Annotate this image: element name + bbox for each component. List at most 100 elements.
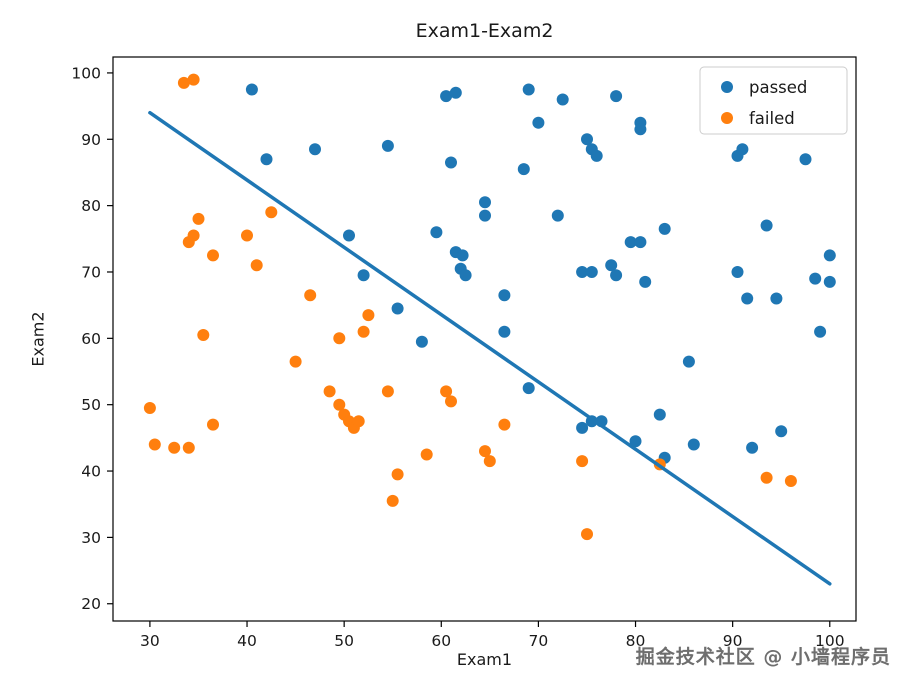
x-tick-label: 100: [815, 632, 845, 650]
data-point: [323, 385, 336, 398]
data-point: [304, 289, 317, 302]
y-axis-label: Exam2: [28, 311, 48, 367]
data-point: [634, 236, 647, 249]
data-point: [610, 90, 623, 103]
data-point: [168, 441, 181, 454]
data-point: [265, 206, 278, 219]
data-point: [197, 329, 210, 341]
x-tick-label: 50: [334, 632, 354, 650]
data-point: [391, 302, 404, 315]
data-point: [823, 249, 836, 262]
data-point: [731, 266, 744, 278]
data-point: [610, 269, 623, 282]
y-tick-label: 50: [81, 396, 101, 414]
data-point: [799, 153, 812, 166]
data-point: [289, 355, 302, 368]
data-point: [386, 494, 399, 507]
data-point: [576, 421, 589, 434]
watermark: 掘金技术社区 @ 小墙程序员: [635, 646, 891, 668]
data-point: [590, 149, 603, 162]
legend: passed failed: [699, 66, 848, 135]
data-point: [440, 385, 453, 398]
legend-marker-passed: [721, 81, 733, 93]
data-point: [357, 325, 370, 338]
data-point: [639, 275, 652, 288]
y-tick-label: 90: [81, 131, 101, 149]
data-point: [182, 441, 195, 454]
y-tick-label: 80: [81, 197, 101, 215]
scatter-passed: [245, 83, 836, 464]
data-point: [498, 418, 511, 431]
x-tick-label: 40: [237, 632, 257, 650]
data-point: [585, 266, 598, 278]
data-point: [207, 418, 219, 431]
data-point: [682, 355, 695, 368]
data-point: [687, 438, 700, 451]
data-point: [581, 133, 593, 146]
y-tick-label: 40: [81, 463, 101, 481]
data-point: [420, 448, 433, 461]
data-point: [357, 269, 370, 282]
data-point: [624, 236, 637, 249]
data-point: [177, 76, 190, 89]
data-point: [333, 332, 346, 345]
data-point: [245, 83, 258, 96]
data-point: [532, 116, 545, 129]
data-point: [187, 73, 200, 86]
plot-border: [112, 56, 857, 622]
data-point: [352, 415, 365, 428]
data-point: [581, 528, 593, 541]
x-tick-label: 70: [529, 632, 549, 650]
data-point: [449, 86, 462, 99]
data-point: [479, 209, 491, 222]
data-point: [605, 259, 618, 272]
data-point: [658, 222, 671, 235]
data-point: [192, 212, 205, 225]
data-point: [333, 398, 346, 411]
data-point: [634, 123, 647, 136]
y-tick-label: 70: [81, 263, 101, 281]
legend-marker-failed: [721, 112, 733, 124]
scatter-failed: [143, 73, 797, 541]
data-point: [629, 435, 642, 448]
data-point: [430, 226, 443, 239]
data-point: [741, 292, 754, 305]
data-point: [343, 229, 355, 242]
y-tick-label: 20: [81, 595, 101, 613]
data-point: [182, 236, 195, 249]
data-point: [483, 455, 496, 468]
y-tick-label: 30: [81, 529, 101, 547]
data-point: [746, 441, 759, 454]
data-point: [498, 289, 511, 302]
data-point: [551, 209, 564, 222]
data-point: [381, 385, 394, 398]
data-point: [207, 249, 219, 262]
data-point: [250, 259, 263, 272]
data-point: [456, 249, 469, 262]
legend-label-passed: passed: [749, 78, 807, 97]
data-point: [823, 275, 836, 288]
data-point: [309, 143, 321, 156]
data-point: [479, 445, 491, 458]
data-point: [445, 156, 457, 169]
data-point: [498, 325, 511, 338]
data-point: [459, 269, 472, 282]
data-point: [260, 153, 273, 166]
y-ticks: 20 30 40 50 60 70 80 90 100: [71, 64, 113, 613]
x-tick-label: 60: [431, 632, 451, 650]
data-point: [770, 292, 783, 305]
data-point: [362, 309, 375, 322]
data-point: [784, 475, 797, 487]
y-tick-label: 100: [71, 64, 101, 82]
x-axis-label: Exam1: [456, 650, 513, 669]
data-point: [556, 93, 569, 106]
x-tick-label: 90: [723, 632, 743, 650]
data-point: [391, 468, 404, 481]
data-point: [775, 425, 788, 438]
data-point: [381, 139, 394, 152]
data-point: [148, 438, 161, 451]
data-point: [809, 272, 822, 285]
x-tick-label: 80: [626, 632, 646, 650]
